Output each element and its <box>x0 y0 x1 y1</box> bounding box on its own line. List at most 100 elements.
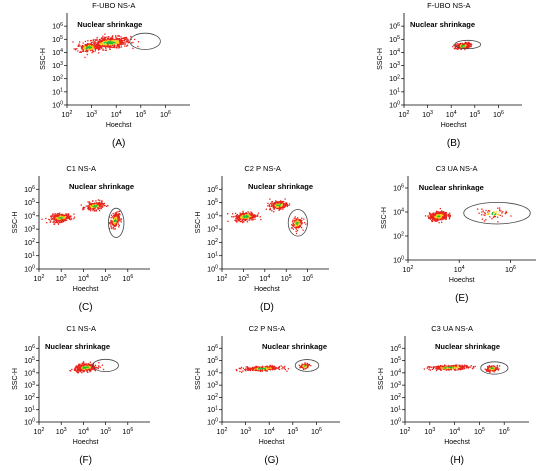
data-point <box>79 363 81 365</box>
data-point <box>292 225 294 228</box>
data-point <box>87 363 89 365</box>
data-point <box>112 212 114 215</box>
data-point <box>58 212 60 215</box>
data-point <box>61 221 63 223</box>
data-point <box>281 200 283 203</box>
data-point <box>273 202 276 204</box>
data-point <box>73 218 75 220</box>
y-tick-label: 106 <box>389 22 400 31</box>
data-point <box>92 365 95 367</box>
data-point <box>303 222 306 224</box>
data-point <box>477 208 479 210</box>
data-point <box>468 44 470 47</box>
data-point <box>488 365 490 367</box>
data-point <box>97 43 99 45</box>
data-point <box>82 50 84 52</box>
data-point <box>103 39 105 42</box>
data-point <box>297 227 299 229</box>
data-point <box>489 367 491 369</box>
data-point <box>432 218 434 220</box>
data-point <box>73 216 76 218</box>
data-point <box>444 215 446 217</box>
data-point <box>274 203 276 205</box>
data-point <box>86 366 88 368</box>
data-point <box>75 368 77 370</box>
data-point <box>90 39 92 42</box>
data-point <box>273 365 276 367</box>
gate-ellipse <box>480 361 509 375</box>
x-axis-label: Hoechst <box>73 439 99 446</box>
data-point <box>241 219 243 221</box>
data-point <box>264 369 266 371</box>
data-point <box>115 219 117 222</box>
data-point <box>464 41 466 43</box>
data-point <box>284 206 286 208</box>
data-point <box>104 36 107 39</box>
data-point <box>304 366 307 368</box>
data-point <box>285 203 287 205</box>
data-point <box>491 213 493 216</box>
data-point <box>253 366 255 368</box>
data-point <box>95 45 97 47</box>
data-point <box>485 370 488 372</box>
data-point <box>261 366 263 368</box>
data-point <box>246 221 248 223</box>
data-point <box>137 41 140 43</box>
data-point <box>57 213 59 215</box>
data-point <box>254 367 256 369</box>
data-point <box>248 367 250 369</box>
data-point <box>85 50 87 52</box>
data-point <box>61 219 63 221</box>
data-point <box>483 214 485 216</box>
data-point <box>299 222 301 224</box>
data-point <box>241 213 243 215</box>
data-point <box>296 226 298 228</box>
y-tick-label: 105 <box>24 198 35 207</box>
data-point <box>120 218 123 220</box>
data-point <box>267 368 269 370</box>
data-point <box>79 371 82 373</box>
data-point <box>111 43 113 45</box>
data-point <box>236 217 238 219</box>
data-point <box>117 213 119 215</box>
data-point <box>93 369 95 371</box>
data-point <box>108 227 111 229</box>
gate-ellipse <box>287 209 308 237</box>
data-point <box>287 368 290 370</box>
data-point <box>445 367 447 369</box>
data-point <box>119 218 121 220</box>
data-point <box>441 210 443 212</box>
data-point <box>242 370 244 372</box>
data-point <box>434 214 436 216</box>
data-point <box>482 210 484 212</box>
data-point <box>116 37 119 40</box>
data-point <box>296 220 299 222</box>
data-point <box>498 214 500 216</box>
data-point <box>307 364 309 366</box>
data-point <box>248 219 250 221</box>
data-point <box>427 215 429 217</box>
y-axis-label: SSC-H <box>377 48 384 70</box>
data-point <box>90 367 93 369</box>
data-point <box>468 46 470 48</box>
data-point <box>119 39 121 41</box>
data-point <box>466 46 468 48</box>
data-point <box>92 49 94 51</box>
y-tick-label: 105 <box>207 356 218 365</box>
data-point <box>248 369 250 371</box>
data-point <box>110 220 112 222</box>
data-point <box>80 50 82 53</box>
data-point <box>53 223 56 225</box>
data-point <box>102 37 104 39</box>
data-point <box>449 367 452 369</box>
data-point <box>448 214 451 217</box>
data-point <box>93 43 95 45</box>
data-point <box>114 215 116 218</box>
data-point <box>98 38 101 41</box>
data-point <box>103 37 105 39</box>
data-point <box>473 367 475 369</box>
data-point <box>250 211 252 213</box>
data-point <box>88 368 90 371</box>
data-point <box>100 44 102 46</box>
data-point <box>75 370 78 372</box>
